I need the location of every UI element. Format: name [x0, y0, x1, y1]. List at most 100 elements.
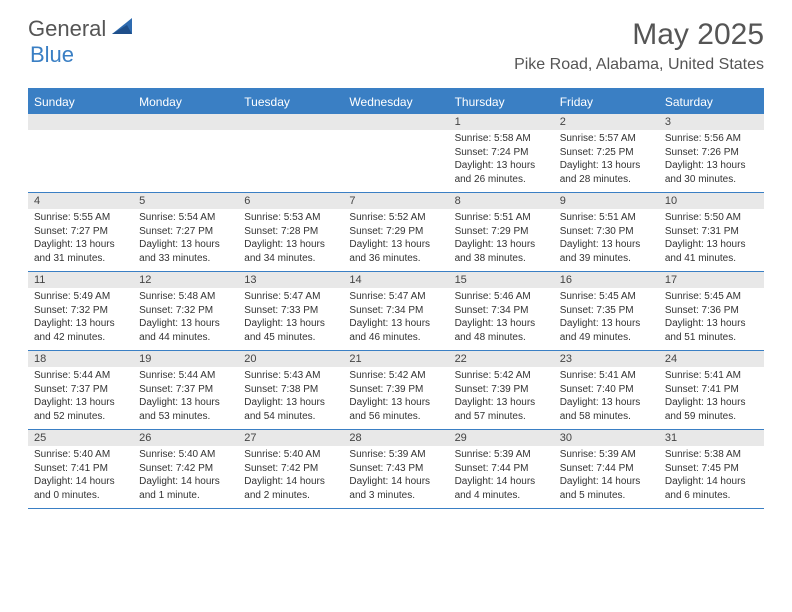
day-details: Sunrise: 5:40 AMSunset: 7:42 PMDaylight:… — [238, 446, 343, 508]
daylight-text: Daylight: 13 hours and 31 minutes. — [34, 238, 127, 265]
daylight-text: Daylight: 13 hours and 36 minutes. — [349, 238, 442, 265]
sunset-text: Sunset: 7:37 PM — [34, 383, 127, 397]
sunset-text: Sunset: 7:34 PM — [349, 304, 442, 318]
sunrise-text: Sunrise: 5:50 AM — [665, 211, 758, 225]
sunset-text: Sunset: 7:41 PM — [34, 462, 127, 476]
sunrise-text: Sunrise: 5:44 AM — [139, 369, 232, 383]
calendar-day: 19Sunrise: 5:44 AMSunset: 7:37 PMDayligh… — [133, 351, 238, 429]
weekday-header: Friday — [554, 90, 659, 114]
sunrise-text: Sunrise: 5:42 AM — [349, 369, 442, 383]
day-details: Sunrise: 5:39 AMSunset: 7:44 PMDaylight:… — [554, 446, 659, 508]
calendar-day: 28Sunrise: 5:39 AMSunset: 7:43 PMDayligh… — [343, 430, 448, 508]
calendar-day: 22Sunrise: 5:42 AMSunset: 7:39 PMDayligh… — [449, 351, 554, 429]
day-number: 23 — [554, 351, 659, 367]
day-number: 27 — [238, 430, 343, 446]
day-number: 26 — [133, 430, 238, 446]
day-number: 2 — [554, 114, 659, 130]
sunrise-text: Sunrise: 5:41 AM — [665, 369, 758, 383]
day-details: Sunrise: 5:56 AMSunset: 7:26 PMDaylight:… — [659, 130, 764, 192]
day-details: Sunrise: 5:44 AMSunset: 7:37 PMDaylight:… — [28, 367, 133, 429]
weekday-header: Wednesday — [343, 90, 448, 114]
sunrise-text: Sunrise: 5:43 AM — [244, 369, 337, 383]
daylight-text: Daylight: 13 hours and 52 minutes. — [34, 396, 127, 423]
sunset-text: Sunset: 7:30 PM — [560, 225, 653, 239]
sunset-text: Sunset: 7:29 PM — [455, 225, 548, 239]
sunset-text: Sunset: 7:29 PM — [349, 225, 442, 239]
daylight-text: Daylight: 14 hours and 2 minutes. — [244, 475, 337, 502]
day-details: Sunrise: 5:49 AMSunset: 7:32 PMDaylight:… — [28, 288, 133, 350]
calendar-day — [133, 114, 238, 192]
day-details: Sunrise: 5:47 AMSunset: 7:34 PMDaylight:… — [343, 288, 448, 350]
day-details: Sunrise: 5:52 AMSunset: 7:29 PMDaylight:… — [343, 209, 448, 271]
daylight-text: Daylight: 13 hours and 56 minutes. — [349, 396, 442, 423]
calendar-day — [343, 114, 448, 192]
day-details: Sunrise: 5:41 AMSunset: 7:40 PMDaylight:… — [554, 367, 659, 429]
daylight-text: Daylight: 13 hours and 59 minutes. — [665, 396, 758, 423]
sunrise-text: Sunrise: 5:57 AM — [560, 132, 653, 146]
calendar-week: 18Sunrise: 5:44 AMSunset: 7:37 PMDayligh… — [28, 351, 764, 430]
day-details: Sunrise: 5:39 AMSunset: 7:43 PMDaylight:… — [343, 446, 448, 508]
day-details: Sunrise: 5:41 AMSunset: 7:41 PMDaylight:… — [659, 367, 764, 429]
sunset-text: Sunset: 7:42 PM — [244, 462, 337, 476]
daylight-text: Daylight: 13 hours and 51 minutes. — [665, 317, 758, 344]
sunrise-text: Sunrise: 5:39 AM — [455, 448, 548, 462]
sunrise-text: Sunrise: 5:40 AM — [244, 448, 337, 462]
weekday-header-row: Sunday Monday Tuesday Wednesday Thursday… — [28, 90, 764, 114]
day-number: 14 — [343, 272, 448, 288]
sunrise-text: Sunrise: 5:39 AM — [560, 448, 653, 462]
brand-part1: General — [28, 18, 106, 40]
sunset-text: Sunset: 7:27 PM — [139, 225, 232, 239]
day-details: Sunrise: 5:54 AMSunset: 7:27 PMDaylight:… — [133, 209, 238, 271]
weekday-header: Saturday — [659, 90, 764, 114]
sunset-text: Sunset: 7:28 PM — [244, 225, 337, 239]
day-details: Sunrise: 5:39 AMSunset: 7:44 PMDaylight:… — [449, 446, 554, 508]
sunset-text: Sunset: 7:33 PM — [244, 304, 337, 318]
daylight-text: Daylight: 13 hours and 54 minutes. — [244, 396, 337, 423]
title-block: May 2025 Pike Road, Alabama, United Stat… — [514, 18, 764, 74]
daylight-text: Daylight: 13 hours and 46 minutes. — [349, 317, 442, 344]
weekday-header: Sunday — [28, 90, 133, 114]
sunrise-text: Sunrise: 5:41 AM — [560, 369, 653, 383]
day-details: Sunrise: 5:50 AMSunset: 7:31 PMDaylight:… — [659, 209, 764, 271]
sunrise-text: Sunrise: 5:58 AM — [455, 132, 548, 146]
calendar-day: 30Sunrise: 5:39 AMSunset: 7:44 PMDayligh… — [554, 430, 659, 508]
calendar-day: 5Sunrise: 5:54 AMSunset: 7:27 PMDaylight… — [133, 193, 238, 271]
calendar-week: 25Sunrise: 5:40 AMSunset: 7:41 PMDayligh… — [28, 430, 764, 509]
daylight-text: Daylight: 13 hours and 30 minutes. — [665, 159, 758, 186]
day-details: Sunrise: 5:38 AMSunset: 7:45 PMDaylight:… — [659, 446, 764, 508]
brand-part2-wrap: Blue — [30, 44, 74, 67]
sunrise-text: Sunrise: 5:39 AM — [349, 448, 442, 462]
weekday-header: Tuesday — [238, 90, 343, 114]
day-number: 21 — [343, 351, 448, 367]
sunset-text: Sunset: 7:26 PM — [665, 146, 758, 160]
day-details: Sunrise: 5:44 AMSunset: 7:37 PMDaylight:… — [133, 367, 238, 429]
daylight-text: Daylight: 13 hours and 49 minutes. — [560, 317, 653, 344]
day-number: 6 — [238, 193, 343, 209]
calendar-day: 17Sunrise: 5:45 AMSunset: 7:36 PMDayligh… — [659, 272, 764, 350]
day-details: Sunrise: 5:45 AMSunset: 7:36 PMDaylight:… — [659, 288, 764, 350]
calendar-day: 23Sunrise: 5:41 AMSunset: 7:40 PMDayligh… — [554, 351, 659, 429]
brand-logo: General — [28, 18, 116, 40]
sunset-text: Sunset: 7:24 PM — [455, 146, 548, 160]
day-number: 11 — [28, 272, 133, 288]
daylight-text: Daylight: 13 hours and 42 minutes. — [34, 317, 127, 344]
sunset-text: Sunset: 7:37 PM — [139, 383, 232, 397]
calendar-day: 2Sunrise: 5:57 AMSunset: 7:25 PMDaylight… — [554, 114, 659, 192]
day-number: 18 — [28, 351, 133, 367]
sunset-text: Sunset: 7:42 PM — [139, 462, 232, 476]
sunset-text: Sunset: 7:43 PM — [349, 462, 442, 476]
day-number — [238, 114, 343, 130]
day-number: 15 — [449, 272, 554, 288]
day-details — [343, 130, 448, 188]
daylight-text: Daylight: 13 hours and 33 minutes. — [139, 238, 232, 265]
sunrise-text: Sunrise: 5:55 AM — [34, 211, 127, 225]
day-number: 4 — [28, 193, 133, 209]
brand-sail-icon — [110, 16, 136, 36]
sunrise-text: Sunrise: 5:40 AM — [139, 448, 232, 462]
header: General May 2025 Pike Road, Alabama, Uni… — [0, 0, 792, 82]
sunrise-text: Sunrise: 5:45 AM — [560, 290, 653, 304]
calendar-day — [28, 114, 133, 192]
sunrise-text: Sunrise: 5:51 AM — [560, 211, 653, 225]
sunrise-text: Sunrise: 5:42 AM — [455, 369, 548, 383]
sunset-text: Sunset: 7:39 PM — [349, 383, 442, 397]
